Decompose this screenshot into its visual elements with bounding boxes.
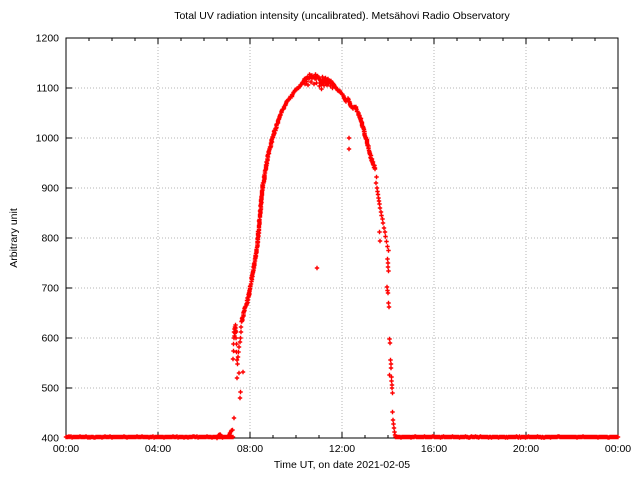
chart-title: Total UV radiation intensity (uncalibrat…	[174, 10, 510, 22]
y-tick-label: 1200	[36, 33, 60, 45]
x-tick-label: 12:00	[329, 443, 355, 455]
y-tick-label: 400	[41, 433, 59, 445]
x-tick-label: 04:00	[145, 443, 171, 455]
y-tick-label: 1000	[36, 133, 60, 145]
x-tick-label: 16:00	[421, 443, 447, 455]
x-tick-label: 00:00	[53, 443, 79, 455]
y-tick-label: 1100	[36, 83, 59, 95]
data-points	[63, 72, 621, 441]
x-tick-label: 00:00	[605, 443, 631, 455]
y-tick-label: 900	[41, 183, 59, 195]
y-tick-label: 800	[41, 233, 59, 245]
x-tick-label: 08:00	[237, 443, 263, 455]
y-tick-label: 700	[41, 283, 59, 295]
x-tick-label: 20:00	[513, 443, 539, 455]
y-tick-label: 600	[41, 333, 59, 345]
y-tick-label: 500	[41, 383, 59, 395]
x-axis-label: Time UT, on date 2021-02-05	[273, 459, 411, 471]
